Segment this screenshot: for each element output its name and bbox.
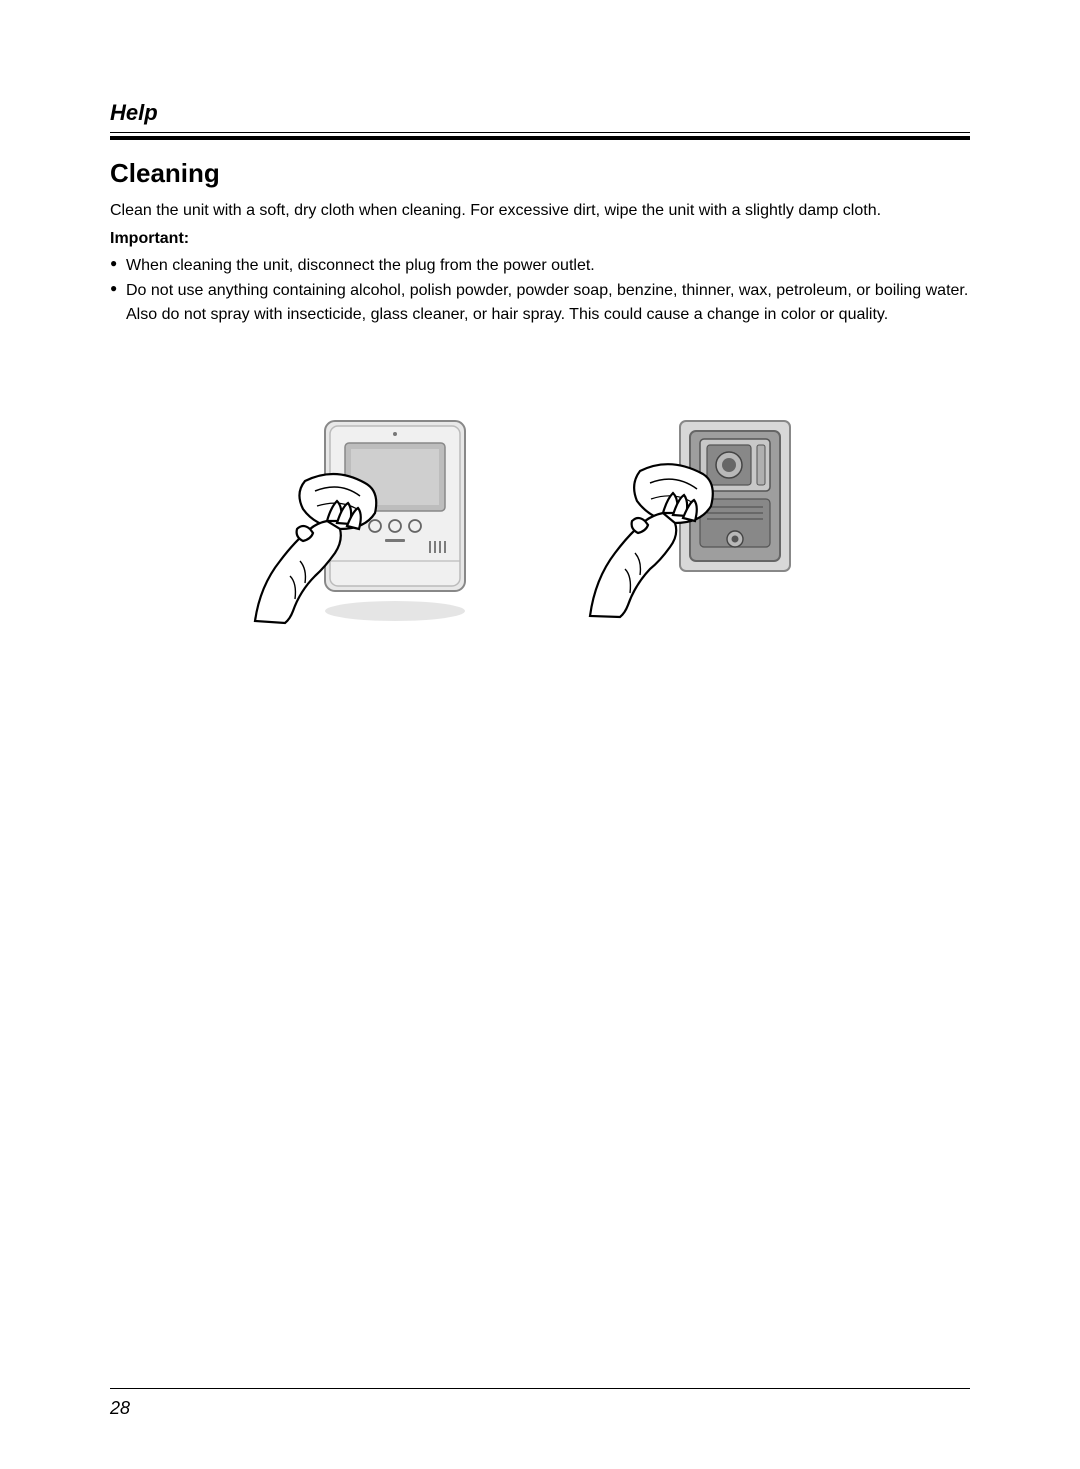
bullet-list: When cleaning the unit, disconnect the p…: [110, 254, 970, 326]
figure-doorunit-wipe: [585, 411, 835, 631]
figures-row: [110, 411, 970, 631]
section-label: Help: [110, 100, 970, 126]
header-rule: [110, 132, 970, 140]
bullet-item: When cleaning the unit, disconnect the p…: [110, 254, 970, 277]
intro-paragraph: Clean the unit with a soft, dry cloth wh…: [110, 199, 970, 222]
footer-rule: [110, 1388, 970, 1389]
page-title: Cleaning: [110, 158, 970, 189]
page-number: 28: [110, 1398, 130, 1419]
important-label: Important:: [110, 230, 970, 248]
bullet-item: Do not use anything containing alcohol, …: [110, 279, 970, 325]
manual-page: Help Cleaning Clean the unit with a soft…: [0, 0, 1080, 1469]
figure-monitor-wipe: [245, 411, 495, 631]
